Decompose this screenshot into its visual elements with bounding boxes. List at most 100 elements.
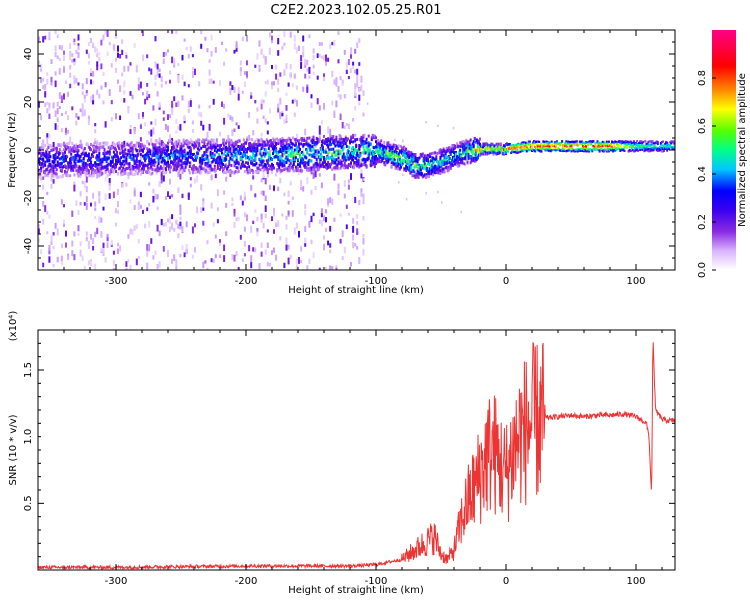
x-tick-label-4: 100 (626, 276, 645, 287)
spectrogram-cell-212 (90, 234, 92, 240)
spectrogram-cell-1886 (145, 170, 148, 174)
spectrogram-cell-3402 (370, 136, 373, 140)
spectrogram-cell-4435 (558, 147, 560, 150)
spectrogram-cell-900 (295, 266, 298, 270)
spectrogram-cell-1105 (354, 196, 357, 204)
spectrogram-cell-1818 (134, 171, 137, 175)
spectrogram-cell-746 (256, 53, 259, 60)
spectrogram-cell-2891 (294, 138, 297, 142)
spectrogram-cell-4796 (651, 140, 654, 143)
spectrogram-cell-4072 (470, 155, 473, 159)
spectrogram-cell-665 (225, 202, 228, 208)
spectrogram-cell-2850 (288, 168, 291, 172)
spectrogram-cell-3458 (379, 140, 382, 144)
spectrogram-cell-639 (214, 173, 217, 179)
spectrogram-cell-2591 (250, 149, 253, 153)
spectrogram-cell-1107 (354, 69, 357, 74)
spectrogram-cell-1515 (90, 143, 92, 146)
spectrogram-cell-3636 (405, 160, 408, 164)
spectrogram-cell-2502 (236, 160, 239, 164)
spectrogram-cell-1154 (405, 197, 408, 201)
spectrogram-cell-3383 (367, 156, 370, 160)
spectrogram-cell-4262 (512, 147, 515, 150)
spectrogram-cell-3890 (443, 160, 446, 164)
spectrogram-cell-3862 (439, 160, 442, 164)
spectrogram-cell-1781 (129, 146, 132, 150)
spectrogram-cell-2782 (278, 165, 281, 169)
spectrogram-cell-798 (271, 65, 273, 70)
spectrogram-cell-881 (291, 99, 294, 104)
spectrogram-cell-4460 (564, 144, 567, 147)
spectrogram-cell-3382 (367, 154, 370, 158)
spectrogram-cell-1674 (113, 147, 116, 150)
spectrogram-cell-1598 (102, 141, 105, 145)
spectrogram-cell-1513 (89, 164, 91, 168)
spectrogram-cell-697 (237, 125, 240, 129)
spectrogram-cell-1526 (91, 171, 93, 175)
spectrogram-cell-575 (187, 192, 190, 198)
spectrogram-cell-2432 (226, 152, 229, 156)
spectrogram-cell-1388 (70, 165, 73, 169)
spectrogram-cell-4814 (655, 146, 658, 149)
spectrogram-cell-968 (316, 75, 319, 80)
spectrogram-cell-3884 (442, 167, 445, 171)
spectrogram-cell-2066 (172, 152, 175, 156)
spectrogram-cell-1 (38, 223, 40, 231)
spectrogram-cell-2273 (203, 167, 206, 171)
spectrogram-cell-2398 (221, 148, 223, 152)
spectrogram-cell-341 (125, 54, 128, 59)
spectrogram-cell-1283 (54, 157, 57, 161)
spectrogram-cell-829 (277, 186, 280, 192)
spectrogram-cell-4788 (649, 148, 652, 151)
spectrogram-cell-3266 (350, 138, 352, 141)
spectrogram-cell-844 (281, 213, 284, 217)
spectrogram-cell-4085 (471, 151, 474, 154)
spectrogram-cell-590 (194, 223, 196, 228)
spectrogram-cell-1157 (425, 121, 427, 124)
spectrogram-cell-2746 (273, 150, 275, 154)
spectrogram-cell-1106 (354, 83, 357, 90)
spectrogram-cell-4816 (656, 142, 659, 146)
spectrogram-cell-950 (310, 239, 313, 245)
spectrogram-cell-108 (63, 50, 65, 55)
spectrogram-cell-4382 (543, 146, 546, 149)
spectrogram-cell-4161 (486, 142, 489, 146)
spectrogram-cell-2091 (176, 144, 179, 148)
spectrogram-cell-4271 (515, 145, 518, 148)
spectrogram-cell-3929 (448, 146, 451, 150)
spectrogram-cell-1187 (41, 147, 44, 151)
spectrogram-cell-1496 (86, 143, 89, 147)
spectrogram-cell-3354 (363, 159, 366, 163)
spectrogram-cell-131 (69, 83, 72, 89)
spectrogram-cell-4848 (665, 140, 668, 144)
spectrogram-cell-1004 (325, 54, 327, 62)
spectrogram-cell-2608 (252, 143, 255, 147)
spectrogram-cell-3071 (321, 139, 324, 143)
spectrogram-cell-1339 (63, 155, 65, 159)
spectrogram-x-ticks: -300 -200 -100 0 100 (37, 30, 663, 287)
spectrogram-cell-1548 (95, 156, 98, 160)
spectrogram-cell-1803 (132, 167, 135, 171)
spectrogram-cell-455 (158, 73, 161, 78)
spectrogram-cell-1763 (126, 143, 129, 146)
spectrogram-cell-814 (273, 207, 275, 214)
spectrogram-cell-3938 (449, 164, 452, 168)
spectrogram-cell-4866 (669, 144, 672, 147)
spectrogram-cell-2517 (238, 147, 241, 151)
spectrogram-cell-1521 (91, 174, 93, 178)
spectrogram-cell-185 (83, 94, 86, 99)
spectrogram-cell-1771 (128, 150, 131, 154)
spectrogram-cell-2536 (241, 160, 244, 164)
spectrogram-cell-4838 (662, 140, 664, 143)
spectrogram-cell-1443 (78, 169, 81, 173)
spectrogram-cell-891 (293, 98, 296, 103)
spectrogram-cell-2789 (279, 147, 282, 151)
spectrogram-cell-1011 (327, 126, 330, 134)
spectrogram-cell-3370 (365, 141, 368, 145)
spectrogram-cell-1434 (77, 170, 80, 174)
spectrogram-cell-1117 (356, 228, 359, 235)
spectrogram-cell-3378 (366, 146, 369, 150)
spectrogram-cell-2695 (265, 138, 268, 142)
spectrogram-cell-3021 (313, 143, 316, 147)
spectrogram-cell-2857 (289, 154, 292, 158)
